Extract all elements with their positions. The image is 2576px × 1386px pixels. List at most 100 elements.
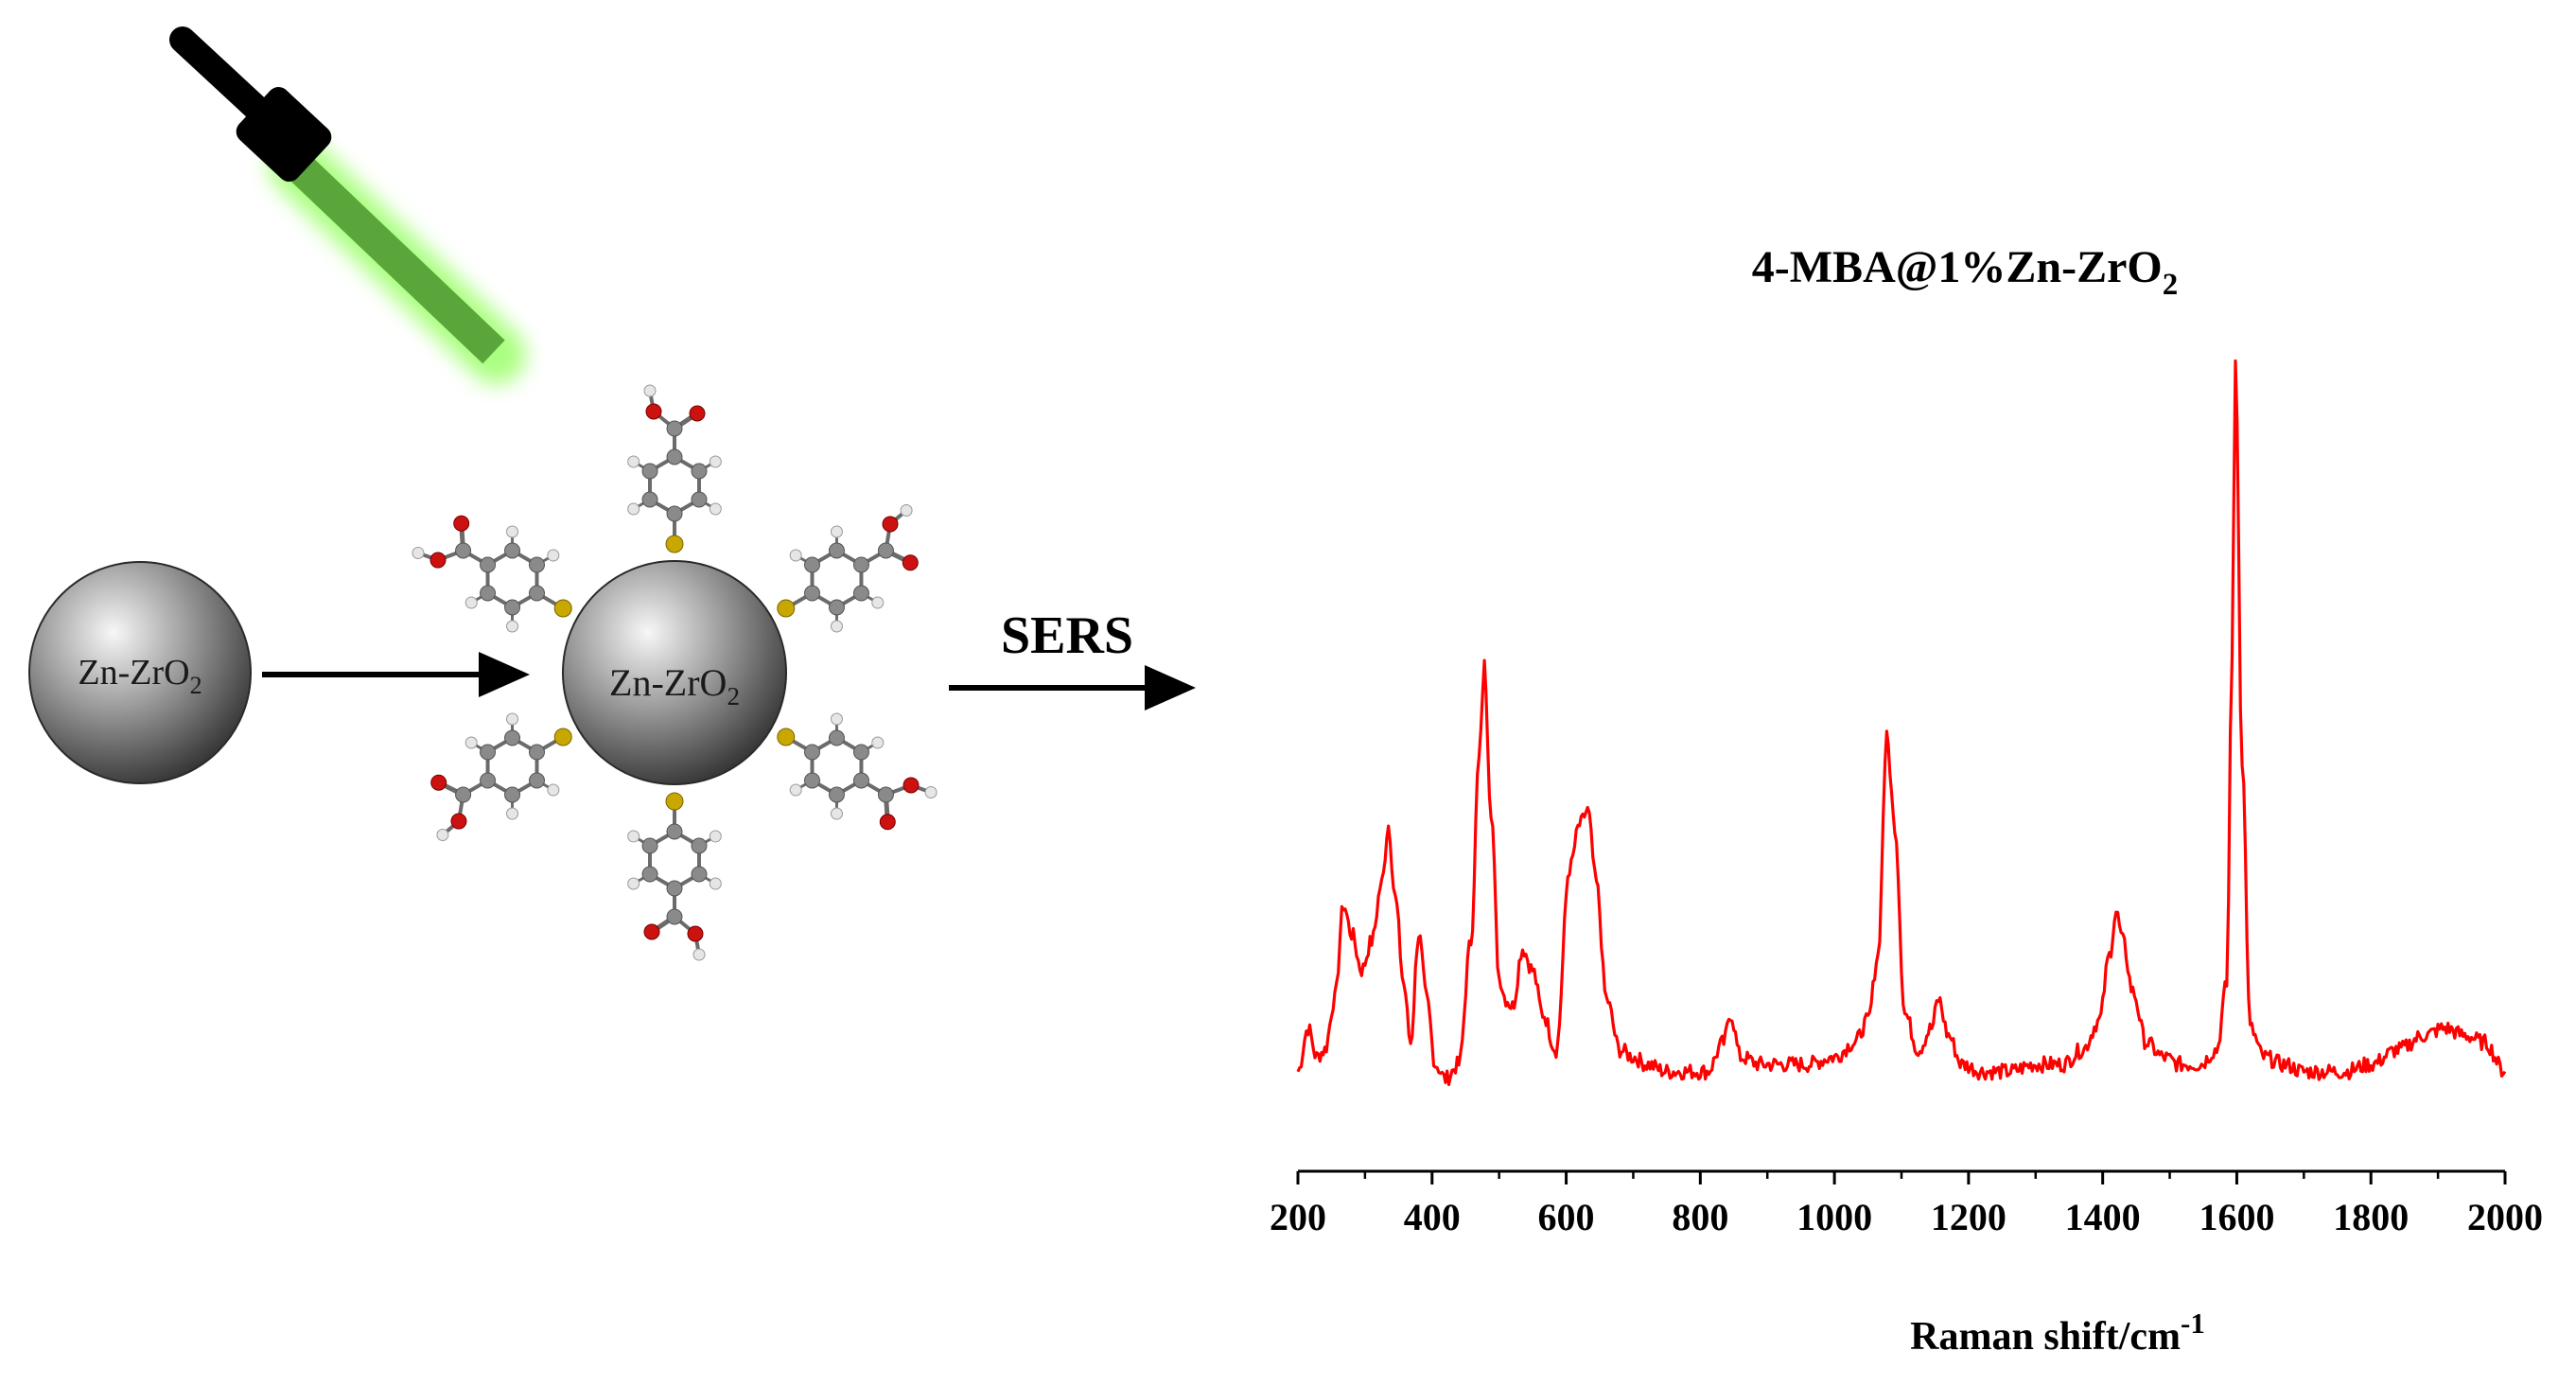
carbon-atom — [691, 866, 708, 883]
carbon-atom — [877, 786, 894, 803]
x-tick-label: 1400 — [2065, 1196, 2141, 1238]
carbon-atom — [828, 786, 845, 803]
x-tick-label: 1600 — [2199, 1196, 2274, 1238]
sulfur-atom — [777, 728, 796, 746]
carbon-atom — [480, 772, 497, 789]
4-mba-molecule-icon — [430, 712, 572, 842]
carbon-atom — [529, 585, 546, 602]
oxygen-atom — [430, 774, 447, 791]
hydrogen-atom — [830, 620, 843, 633]
oxygen-atom — [879, 814, 896, 831]
hydrogen-atom — [412, 547, 425, 560]
carbon-atom — [828, 599, 845, 616]
sulfur-atom — [665, 535, 684, 553]
x-tick-label: 400 — [1404, 1196, 1461, 1238]
carbon-atom — [641, 837, 658, 854]
hydrogen-atom — [464, 596, 478, 609]
sulfur-atom — [553, 728, 572, 746]
bare-particle-label: Zn-ZrO2 — [78, 653, 202, 699]
carbon-atom — [828, 729, 845, 746]
carbon-atom — [504, 599, 521, 616]
oxygen-atom — [687, 925, 704, 942]
carbon-atom — [480, 744, 497, 761]
carbon-atom — [480, 585, 497, 602]
x-tick-label: 2000 — [2467, 1196, 2543, 1238]
carbon-atom — [455, 786, 472, 803]
x-tick-label: 1200 — [1931, 1196, 2006, 1238]
hydrogen-atom — [830, 525, 843, 538]
hydrogen-atom — [627, 455, 640, 468]
carbon-atom — [666, 880, 683, 897]
hydrogen-atom — [709, 455, 722, 468]
carbon-atom — [803, 556, 820, 573]
x-tick-label: 1000 — [1796, 1196, 1872, 1238]
laser-pointer-icon — [169, 26, 526, 384]
sers-label: SERS — [1001, 606, 1133, 665]
carbon-atom — [803, 744, 820, 761]
hydrogen-atom — [789, 783, 802, 797]
4-mba-molecule-shell — [412, 384, 938, 961]
carbon-atom — [641, 463, 658, 480]
hydrogen-atom — [709, 830, 722, 843]
coated-particle-label: Zn-ZrO2 — [609, 661, 740, 711]
carbon-atom — [803, 585, 820, 602]
oxygen-atom — [453, 515, 470, 532]
hydrogen-atom — [830, 807, 843, 820]
hydrogen-atom — [924, 785, 938, 798]
hydrogen-atom — [627, 502, 640, 516]
carbon-atom — [666, 823, 683, 840]
oxygen-atom — [689, 405, 706, 422]
carbon-atom — [529, 556, 546, 573]
carbon-atom — [691, 837, 708, 854]
sulfur-atom — [777, 599, 796, 618]
carbon-atom — [666, 908, 683, 925]
carbon-atom — [504, 542, 521, 559]
carbon-atom — [529, 772, 546, 789]
carbon-atom — [877, 542, 894, 559]
laser-head — [236, 86, 332, 183]
hydrogen-atom — [506, 807, 519, 820]
raman-spectrum-chart: 4-MBA@1%Zn-ZrO2 200 400 600 800 1000 1200 1400… — [1270, 242, 2543, 1359]
carbon-atom — [455, 542, 472, 559]
carbon-atom — [666, 420, 683, 437]
carbon-atom — [480, 556, 497, 573]
hydrogen-atom — [506, 620, 519, 633]
hydrogen-atom — [789, 549, 802, 562]
4-mba-molecule-icon — [627, 384, 722, 553]
bare-particle-sphere — [28, 561, 252, 784]
x-tick-label: 200 — [1270, 1196, 1326, 1238]
sulfur-atom — [553, 599, 572, 618]
carbon-atom — [852, 744, 869, 761]
laser-beam — [289, 156, 505, 364]
carbon-atom — [691, 491, 708, 508]
hydrogen-atom — [709, 502, 722, 516]
oxygen-atom — [429, 552, 447, 569]
chart-title: 4-MBA@1%Zn-ZrO2 — [1752, 242, 2178, 302]
carbon-atom — [666, 505, 683, 522]
oxygen-atom — [882, 516, 899, 533]
laser-handle — [169, 26, 273, 125]
hydrogen-atom — [547, 549, 560, 562]
hydrogen-atom — [506, 525, 519, 538]
sers-arrow: SERS — [949, 606, 1196, 711]
carbon-atom — [641, 866, 658, 883]
coated-particle: Zn-ZrO2 — [562, 560, 787, 785]
sulfur-atom — [665, 792, 684, 811]
x-tick-labels: 200 400 600 800 1000 1200 1400 1600 1800 2000 — [1270, 1196, 2543, 1238]
carbon-atom — [852, 585, 869, 602]
oxygen-atom — [902, 777, 920, 794]
carbon-atom — [504, 786, 521, 803]
x-tick-label: 1800 — [2333, 1196, 2409, 1238]
carbon-atom — [529, 744, 546, 761]
carbon-atom — [803, 772, 820, 789]
oxygen-atom — [450, 813, 467, 830]
carbon-atom — [828, 542, 845, 559]
oxygen-atom — [645, 403, 662, 420]
x-axis — [1296, 1169, 2507, 1184]
hydrogen-atom — [643, 384, 657, 397]
hydrogen-atom — [871, 736, 885, 749]
hydrogen-atom — [436, 829, 449, 842]
hydrogen-atom — [506, 712, 519, 726]
carbon-atom — [641, 491, 658, 508]
